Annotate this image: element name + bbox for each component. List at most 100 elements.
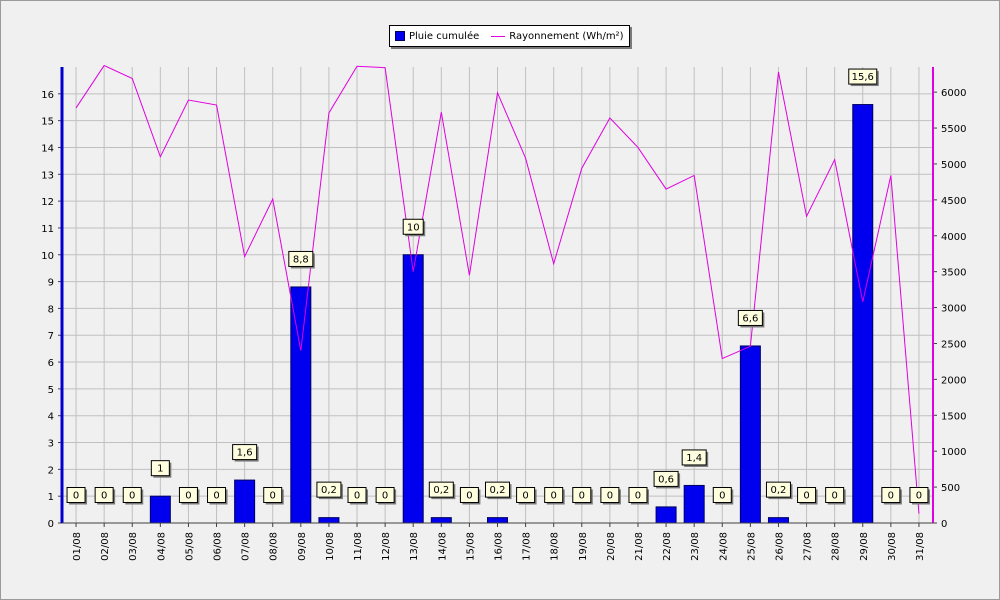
data-label: 0 [909, 487, 930, 505]
data-label-text: 8,8 [293, 254, 309, 265]
data-label-box [737, 309, 763, 326]
data-label: 0 [347, 487, 369, 505]
data-label: 15,6 [848, 68, 879, 87]
data-label-text: 0 [888, 491, 894, 502]
data-label-text: 1,6 [237, 448, 253, 459]
data-label: 0 [122, 487, 144, 505]
bar [234, 479, 256, 524]
x-tick-label: 02/08 [100, 532, 111, 561]
data-label-text: 15,6 [852, 72, 874, 83]
x-tick-label: 19/08 [578, 532, 589, 561]
left-tick-label: 0 [48, 519, 54, 530]
data-label-text: 0 [719, 491, 725, 502]
data-label: 0 [207, 487, 228, 505]
left-tick-label: 12 [41, 197, 54, 208]
data-label: 1,4 [681, 449, 709, 467]
data-label: 0 [881, 487, 902, 505]
data-label: 0 [712, 487, 734, 505]
data-label-box [572, 487, 592, 503]
x-tick-label: 25/08 [746, 532, 757, 561]
radiation-swatch-icon [491, 35, 506, 37]
x-tick-label: 17/08 [522, 532, 533, 561]
data-label-text: 0 [101, 491, 107, 502]
data-label-box [628, 487, 648, 503]
data-label: 0 [600, 487, 621, 505]
x-tick-label: 22/08 [662, 532, 673, 561]
x-tick-label: 09/08 [297, 532, 308, 561]
x-tick-label: 28/08 [831, 532, 842, 561]
right-tick-label: 3000 [941, 304, 966, 315]
left-tick-label: 14 [41, 143, 54, 154]
data-label-text: 0,2 [433, 485, 449, 496]
data-label-box [653, 470, 679, 487]
bar [739, 345, 761, 524]
data-label-box [94, 487, 114, 503]
data-label-box [909, 487, 929, 503]
data-label-box [516, 487, 536, 503]
left-tick-label: 13 [41, 170, 54, 181]
legend: Pluie cumulée Rayonnement (Wh/m²) [389, 25, 631, 47]
data-label-box [288, 250, 314, 267]
x-tick-label: 16/08 [494, 532, 505, 561]
right-tick-label: 5000 [941, 160, 966, 171]
x-tick-label: 31/08 [915, 532, 926, 561]
data-label-text: 0 [803, 491, 809, 502]
data-label-box [207, 487, 227, 503]
left-tick-label: 9 [48, 278, 54, 289]
x-tick-label: 13/08 [409, 532, 420, 561]
data-label-text: 0,2 [321, 485, 337, 496]
x-tick-label: 15/08 [465, 532, 476, 561]
data-label-text: 0 [354, 491, 360, 502]
left-tick-label: 7 [48, 331, 54, 342]
right-tick-label: 6000 [941, 88, 966, 99]
right-tick-label: 4500 [941, 196, 966, 207]
bar [852, 104, 874, 524]
data-label-box [375, 487, 395, 503]
rain-swatch-icon [395, 31, 405, 41]
left-tick-label: 3 [48, 439, 54, 450]
left-tick-label: 8 [48, 304, 54, 315]
left-tick-label: 2 [48, 465, 54, 476]
x-tick-label: 03/08 [128, 532, 139, 561]
data-label-box [316, 481, 342, 498]
right-tick-label: 4000 [941, 232, 966, 243]
data-label-box [600, 487, 620, 503]
x-tick-label: 10/08 [325, 532, 336, 561]
data-label: 6,6 [737, 309, 765, 328]
data-label-box [681, 449, 707, 466]
bar [318, 517, 340, 524]
data-label-text: 0 [466, 491, 472, 502]
right-tick-label: 5500 [941, 124, 966, 135]
data-label: 8,8 [288, 250, 315, 269]
data-label: 0 [375, 487, 397, 505]
legend-label-rain: Pluie cumulée [409, 30, 480, 42]
data-label-box [485, 481, 510, 498]
x-tick-label: 21/08 [634, 532, 645, 561]
data-label-text: 1 [157, 464, 163, 475]
bar [683, 484, 705, 524]
x-tick-label: 12/08 [381, 532, 392, 561]
data-label-box [765, 481, 791, 498]
left-tick-label: 5 [48, 385, 54, 396]
bar [767, 517, 789, 524]
legend-item-radiation[interactable]: Rayonnement (Wh/m²) [491, 31, 623, 42]
data-label-box [797, 487, 817, 503]
data-label: 1 [150, 460, 172, 478]
left-tick-label: 10 [41, 251, 54, 262]
data-label: 0 [628, 487, 649, 505]
right-tick-label: 1500 [941, 411, 966, 422]
data-label-box [232, 444, 258, 461]
data-label-text: 0,2 [771, 485, 787, 496]
legend-item-rain[interactable]: Pluie cumulée [395, 31, 479, 42]
data-label: 0,6 [653, 470, 681, 489]
left-tick-label: 16 [41, 90, 54, 101]
data-label-box [428, 481, 454, 498]
x-tick-label: 04/08 [156, 532, 167, 561]
bar [402, 254, 424, 524]
data-label: 0 [94, 487, 116, 505]
bar [290, 286, 312, 524]
data-label-box [66, 487, 86, 503]
